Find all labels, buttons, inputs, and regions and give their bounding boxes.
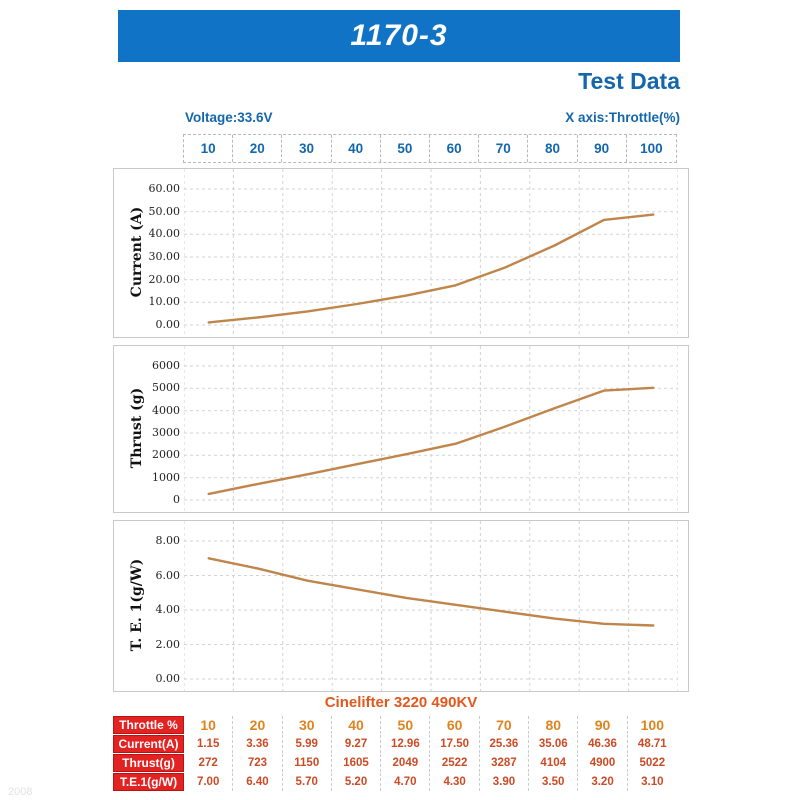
y-axis-tick: 2000 xyxy=(152,448,180,462)
table-cell: 1605 xyxy=(332,754,382,772)
y-axis-tick: 4.00 xyxy=(155,603,181,616)
table-cell: 80 xyxy=(529,716,579,734)
y-axis-tick: 0.00 xyxy=(155,672,181,685)
throttle-axis-tick: 100 xyxy=(640,141,663,156)
chart-efficiency: T. E. 1(g/W) 8.00 6.00 4.00 2.00 0.00 xyxy=(113,520,689,692)
page-title: 1170-3 xyxy=(350,19,448,52)
table-cell: 272 xyxy=(184,754,234,772)
table-cell: 100 xyxy=(640,717,664,733)
row-header: Throttle % xyxy=(113,716,184,734)
y-axis-tick: 4000 xyxy=(152,403,180,417)
table-cell: 3287 xyxy=(480,754,530,772)
table-cell: 17.50 xyxy=(430,735,480,753)
thrust-line-plot xyxy=(184,346,678,512)
y-axis-tick: 30.00 xyxy=(148,250,181,263)
y-axis-tick: 60.00 xyxy=(148,182,181,195)
subheading-row: Voltage:33.6V X axis:Throttle(%) xyxy=(185,110,680,125)
test-data-heading: Test Data xyxy=(578,68,680,94)
table-row: Thrust(g) 272 723 1150 1605 2049 2522 3287 4104 4… xyxy=(113,754,689,772)
table-cell: 1150 xyxy=(283,754,332,772)
chart-thrust: Thrust (g) 6000 5000 4000 3000 2000 1000 0 xyxy=(113,345,689,513)
table-cell: 9.27 xyxy=(332,735,382,753)
y-axis-tick: 0.00 xyxy=(155,318,181,331)
table-cell: 5022 xyxy=(639,757,666,769)
table-cell: 7.00 xyxy=(184,773,234,791)
table-cell: 3.10 xyxy=(641,776,664,788)
throttle-axis-tick: 20 xyxy=(233,135,283,162)
charts-column: Current (A) 60.00 50.00 40.00 30.00 20.00 10.… xyxy=(113,168,689,699)
table-row: Current(A) 1.15 3.36 5.99 9.27 12.96 17.50 25.3… xyxy=(113,735,689,753)
table-cell: 5.20 xyxy=(332,773,382,791)
y-axis-tick: 50.00 xyxy=(148,204,181,218)
table-cell: 5.99 xyxy=(283,735,332,753)
table-cell: 2049 xyxy=(381,754,431,772)
row-header: Thrust(g) xyxy=(113,754,184,772)
table-cell: 3.90 xyxy=(480,773,530,791)
y-axis-tick: 0 xyxy=(173,493,180,506)
voltage-label: Voltage:33.6V xyxy=(185,110,273,125)
table-cell: 4.30 xyxy=(430,773,480,791)
current-axis-ticks: 60.00 50.00 40.00 30.00 20.00 10.00 0.00 xyxy=(140,169,184,337)
table-cell: 723 xyxy=(233,754,283,772)
row-header: T.E.1(g/W) xyxy=(113,773,184,791)
results-table: Throttle % 10 20 30 40 50 60 70 80 90 100 Current(A… xyxy=(113,716,689,792)
table-cell: 4.70 xyxy=(381,773,431,791)
y-axis-tick: 2.00 xyxy=(155,637,181,651)
table-cell: 90 xyxy=(578,716,628,734)
table-row: Throttle % 10 20 30 40 50 60 70 80 90 100 xyxy=(113,716,689,734)
table-cell: 70 xyxy=(480,716,530,734)
current-line-plot xyxy=(184,169,678,337)
y-axis-tick: 3000 xyxy=(152,426,180,439)
table-cell: 3.36 xyxy=(233,735,283,753)
throttle-axis-tick: 30 xyxy=(282,135,332,162)
y-axis-tick: 20.00 xyxy=(148,272,181,286)
table-cell: 40 xyxy=(332,716,382,734)
throttle-axis-tick: 50 xyxy=(381,135,430,162)
y-axis-tick: 1000 xyxy=(152,470,180,484)
table-cell: 3.20 xyxy=(578,773,628,791)
efficiency-line-plot xyxy=(184,521,678,691)
y-axis-tick: 40.00 xyxy=(148,227,181,241)
x-axis-label: X axis:Throttle(%) xyxy=(565,110,680,125)
y-axis-tick: 8.00 xyxy=(155,534,181,547)
y-axis-tick: 6000 xyxy=(152,359,180,372)
watermark: 2008 xyxy=(8,786,33,798)
table-cell: 5.70 xyxy=(283,773,332,791)
y-axis-tick: 10.00 xyxy=(148,295,181,309)
title-banner: 1170-3 xyxy=(118,10,680,62)
chart-current: Current (A) 60.00 50.00 40.00 30.00 20.00 10.… xyxy=(113,168,689,338)
y-axis-tick: 6.00 xyxy=(155,568,181,582)
table-cell: 25.36 xyxy=(480,735,530,753)
table-cell: 35.06 xyxy=(529,735,579,753)
table-cell: 4900 xyxy=(578,754,628,772)
table-cell: 20 xyxy=(233,716,283,734)
table-cell: 30 xyxy=(283,716,332,734)
table-cell: 46.36 xyxy=(578,735,628,753)
throttle-axis-tick: 90 xyxy=(578,135,627,162)
motor-model-title: Cinelifter 3220 490KV xyxy=(324,694,478,711)
table-cell: 10 xyxy=(184,716,234,734)
table-cell: 60 xyxy=(430,716,480,734)
table-cell: 3.50 xyxy=(529,773,579,791)
throttle-axis-tick: 60 xyxy=(430,135,480,162)
table-cell: 48.71 xyxy=(637,738,667,750)
throttle-axis-tick: 40 xyxy=(332,135,381,162)
table-cell: 1.15 xyxy=(184,735,234,753)
table-cell: 6.40 xyxy=(233,773,283,791)
table-cell: 12.96 xyxy=(381,735,431,753)
table-cell: 2522 xyxy=(430,754,480,772)
throttle-axis-header: 10 20 30 40 50 60 70 80 90 100 xyxy=(183,134,677,163)
throttle-axis-tick: 10 xyxy=(184,135,234,162)
y-axis-tick: 5000 xyxy=(152,381,180,395)
thrust-axis-ticks: 6000 5000 4000 3000 2000 1000 0 xyxy=(140,346,184,512)
throttle-axis-tick: 80 xyxy=(528,135,578,162)
table-row: T.E.1(g/W) 7.00 6.40 5.70 5.20 4.70 4.30 3.90 3.… xyxy=(113,773,689,791)
throttle-axis-tick: 70 xyxy=(479,135,529,162)
efficiency-axis-ticks: 8.00 6.00 4.00 2.00 0.00 xyxy=(140,521,184,691)
table-cell: 50 xyxy=(381,716,431,734)
row-header: Current(A) xyxy=(113,735,184,753)
table-cell: 4104 xyxy=(529,754,579,772)
